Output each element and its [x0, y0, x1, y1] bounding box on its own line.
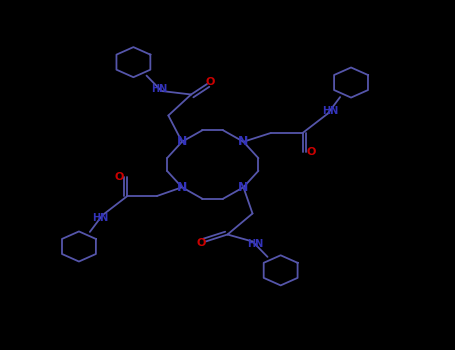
Text: N: N: [238, 135, 248, 148]
Text: O: O: [197, 238, 206, 248]
Text: N: N: [177, 135, 187, 148]
Text: HN: HN: [151, 84, 167, 94]
Text: O: O: [206, 77, 215, 87]
Text: N: N: [177, 181, 187, 194]
Text: N: N: [238, 181, 248, 194]
Text: HN: HN: [247, 239, 263, 249]
Text: O: O: [306, 147, 315, 157]
Text: HN: HN: [92, 213, 108, 223]
Text: O: O: [115, 172, 124, 182]
Text: HN: HN: [322, 106, 338, 116]
